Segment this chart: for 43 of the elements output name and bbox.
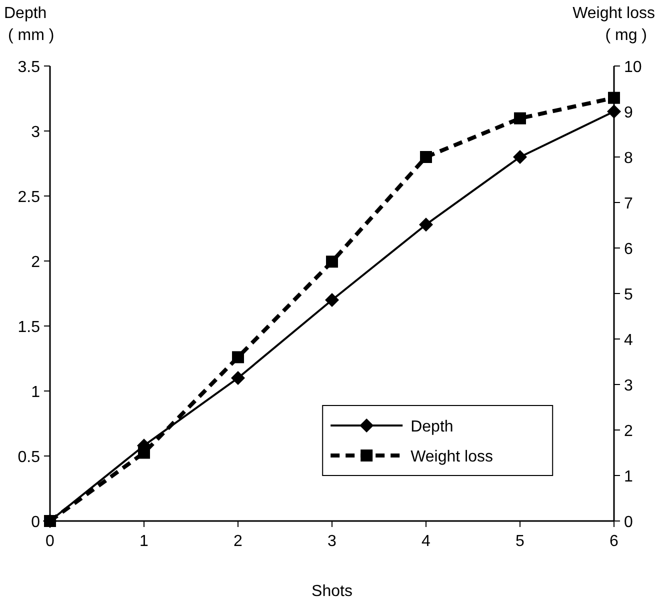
y-tick-label: 3 [31,124,40,141]
point [420,151,432,163]
x-tick-label: 5 [516,533,525,550]
y2-tick-label: 6 [624,241,633,258]
y2-tick-label: 7 [624,196,633,212]
y2-axis-title: Weight loss ( mg ) [572,5,655,44]
y-tick-label: 1 [31,384,40,401]
point [326,256,338,268]
point [419,218,433,232]
y2-tick-label: 10 [624,59,642,76]
y-tick-label: 2 [31,254,40,271]
legend-label: Weight loss [410,448,494,466]
x-tick-label: 0 [46,533,55,550]
y2-tick-label: 5 [624,286,633,304]
y-tick-label: 2.5 [18,189,40,206]
x-tick-label: 1 [140,533,149,550]
y2-tick-label: 3 [624,378,633,394]
x-tick-label: 3 [328,533,337,550]
x-axis-title: Shots [312,583,352,600]
point [325,293,339,307]
point [514,112,526,124]
point [608,92,620,104]
point [44,515,56,527]
y-tick-label: 0.5 [18,449,40,466]
x-tick-label: 6 [610,533,619,550]
point [231,371,245,385]
point [232,351,244,364]
x-tick-label: 4 [422,533,431,550]
x-tick-label: 2 [234,533,243,550]
y2-tick-label: 1 [624,468,633,486]
y2-tick-label: 8 [624,150,633,167]
y-tick-label: 0 [31,514,40,531]
legend-label: Depth [410,418,454,436]
y2-tick-label: 0 [624,514,633,531]
point [607,104,621,118]
y2-tick-label: 9 [624,104,633,122]
y-axis-title: Depth ( mm ) [4,5,54,44]
y2-tick-label: 2 [624,423,633,440]
point [138,446,150,459]
y-tick-label: 1.5 [18,319,40,336]
y2-tick-label: 4 [624,332,633,349]
y-tick-label: 3.5 [18,59,40,76]
point [513,150,527,164]
